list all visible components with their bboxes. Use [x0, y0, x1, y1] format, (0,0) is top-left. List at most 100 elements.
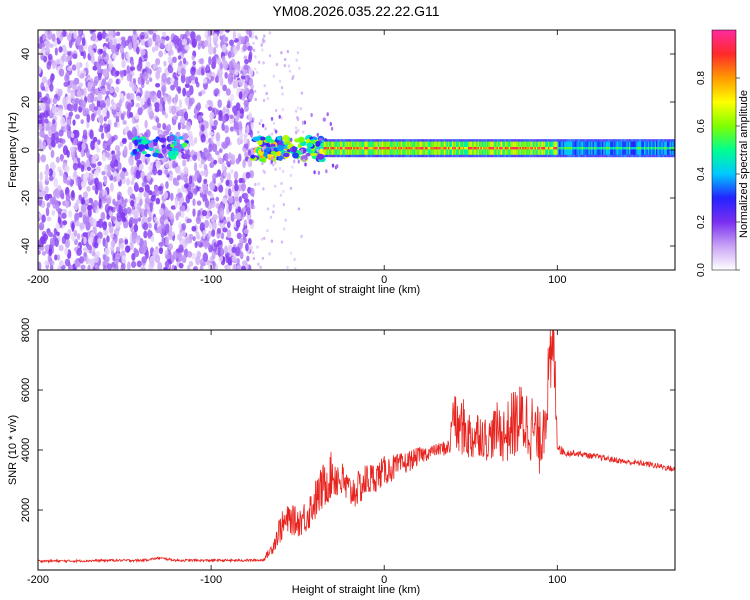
- heatmap-cell: [553, 147, 556, 150]
- heatmap-cell: [419, 147, 422, 150]
- heatmap-cell: [134, 112, 140, 120]
- heatmap-cell: [80, 180, 87, 189]
- heatmap-cell: [49, 83, 54, 92]
- heatmap-cell: [272, 74, 276, 78]
- heatmap-cell: [189, 157, 193, 162]
- heatmap-cell: [140, 97, 144, 107]
- heatmap-cell: [44, 169, 50, 176]
- heatmap-cell: [71, 222, 75, 232]
- heatmap-cell: [251, 194, 255, 198]
- heatmap-cell: [85, 198, 90, 205]
- heatmap-cell: [248, 93, 254, 100]
- heatmap-cell: [287, 64, 291, 68]
- heatmap-cell: [499, 147, 502, 150]
- heatmap-cell: [558, 147, 561, 150]
- heatmap-cell: [370, 147, 373, 150]
- heatmap-cell: [118, 237, 124, 244]
- heatmap-cell: [49, 110, 53, 118]
- heatmap-cell: [148, 164, 153, 172]
- heatmap-cell: [211, 56, 217, 66]
- heatmap-cell: [206, 79, 212, 84]
- heatmap-cell: [148, 222, 152, 229]
- heatmap-cell: [480, 147, 483, 150]
- heatmap-cell: [124, 198, 128, 204]
- heatmap-cell: [177, 252, 183, 262]
- heatmap-cell: [169, 135, 175, 141]
- heatmap-cell: [102, 50, 107, 58]
- heatmap-cell: [155, 70, 161, 80]
- heatmap-cell: [47, 53, 53, 61]
- heatmap-cell: [99, 114, 104, 125]
- heatmap-cell: [633, 147, 635, 150]
- heatmap-cell: [108, 221, 112, 228]
- heatmap-cell: [74, 212, 80, 222]
- heatmap-cell: [249, 170, 254, 179]
- heatmap-cell: [483, 147, 485, 150]
- heatmap-cell: [126, 261, 131, 270]
- heatmap-cell: [652, 147, 654, 150]
- heatmap-cell: [101, 152, 107, 162]
- heatmap-cell: [183, 153, 191, 159]
- heatmap-cell: [226, 230, 232, 239]
- heatmap-cell: [45, 125, 50, 132]
- heatmap-cell: [296, 117, 300, 122]
- heatmap-cell: [142, 222, 149, 231]
- heatmap-cell: [491, 147, 493, 150]
- heatmap-cell: [41, 251, 47, 256]
- heatmap-cell: [424, 147, 427, 150]
- heatmap-cell: [233, 121, 239, 131]
- heatmap-cell: [89, 129, 94, 140]
- heatmap-cell: [254, 182, 257, 187]
- heatmap-cell: [79, 44, 84, 54]
- heatmap-cell: [238, 91, 243, 100]
- heatmap-cell: [138, 163, 145, 171]
- heatmap-cell: [237, 206, 242, 214]
- colorbar-label: Normalized spectral amplitude: [738, 90, 750, 238]
- heatmap-cell: [58, 108, 63, 118]
- heatmap-cell: [98, 127, 104, 133]
- heatmap-cell: [282, 189, 285, 194]
- heatmap-cell: [161, 237, 165, 245]
- heatmap-cell: [166, 124, 172, 132]
- heatmap-cell: [295, 130, 298, 135]
- heatmap-cell: [62, 30, 67, 38]
- heatmap-cell: [51, 59, 57, 70]
- heatmap-cell: [49, 264, 54, 270]
- heatmap-cell: [58, 129, 64, 137]
- heatmap-cell: [612, 147, 615, 150]
- heatmap-cell: [171, 147, 179, 152]
- heatmap-cell: [254, 55, 257, 59]
- heatmap-cell: [531, 147, 534, 150]
- heatmap-cell: [266, 96, 270, 101]
- heatmap-cell: [117, 194, 121, 201]
- heatmap-cell: [160, 232, 165, 239]
- heatmap-cell: [294, 267, 297, 270]
- heatmap-cell: [197, 209, 201, 216]
- heatmap-cell: [143, 132, 148, 138]
- heatmap-cell: [247, 237, 252, 246]
- heatmap-cell: [38, 65, 42, 75]
- heatmap-cell: [265, 91, 268, 96]
- heatmap-cell: [300, 155, 308, 161]
- heatmap-cell: [600, 147, 603, 150]
- heatmap-cell: [68, 39, 73, 49]
- heatmap-cell: [374, 147, 377, 150]
- heatmap-cell: [129, 240, 134, 251]
- heatmap-cell: [65, 193, 71, 202]
- heatmap-cell: [220, 232, 225, 240]
- heatmap-cell: [243, 133, 248, 138]
- heatmap-cell: [245, 30, 251, 35]
- heatmap-cell: [576, 147, 579, 150]
- heatmap-cell: [38, 42, 43, 50]
- heatmap-cell: [135, 169, 141, 180]
- heatmap-cell: [140, 48, 146, 56]
- heatmap-cell: [169, 212, 174, 220]
- heatmap-cell: [461, 147, 464, 150]
- heatmap-cell: [82, 110, 89, 117]
- heatmap-cell: [92, 185, 96, 191]
- heatmap-cell: [231, 246, 237, 254]
- heatmap-cell: [73, 30, 78, 40]
- heatmap-cell: [68, 111, 74, 117]
- heatmap-cell: [69, 178, 74, 188]
